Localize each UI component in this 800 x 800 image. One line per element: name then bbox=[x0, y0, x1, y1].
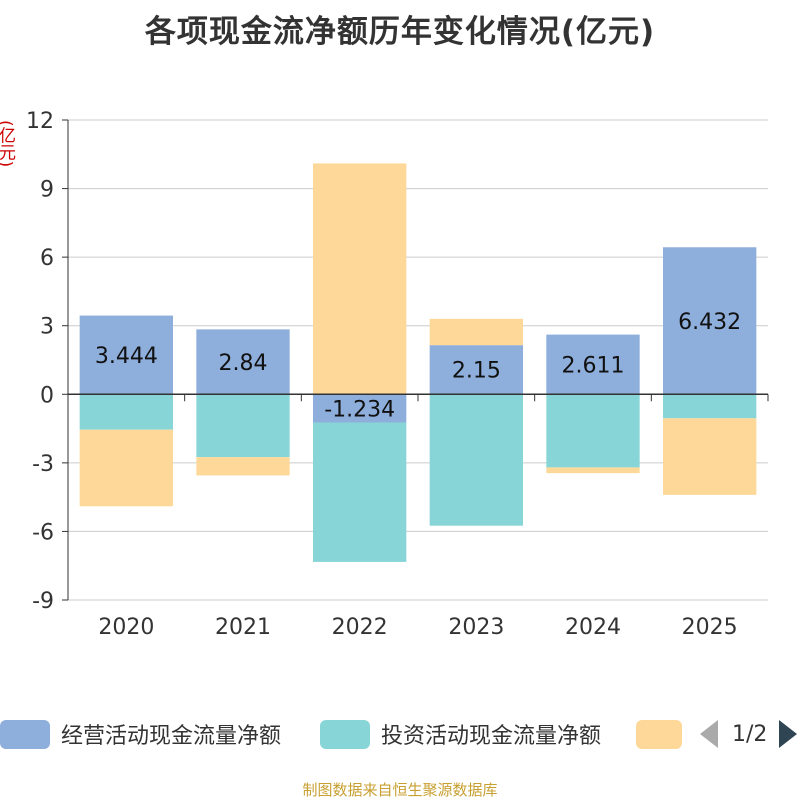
legend-swatch-financing bbox=[636, 719, 682, 749]
legend-item-financing[interactable] bbox=[636, 718, 682, 750]
bar-series0-2025 bbox=[663, 247, 757, 395]
bar-series0-2022 bbox=[313, 394, 407, 423]
legend-swatch-operating bbox=[0, 719, 50, 749]
legend-pager: 1/2 bbox=[700, 718, 798, 750]
y-tick-label: 6 bbox=[40, 246, 54, 271]
bar-series2-2020 bbox=[79, 429, 173, 507]
x-tick-label-2023: 2023 bbox=[448, 615, 504, 640]
bar-series1-2023 bbox=[429, 394, 523, 526]
y-tick-label: 0 bbox=[40, 383, 54, 408]
bar-series0-2020 bbox=[79, 315, 173, 395]
bar-series2-2023 bbox=[429, 318, 523, 346]
legend-item-operating[interactable]: 经营活动现金流量净额 bbox=[0, 718, 281, 750]
legend-label-operating: 经营活动现金流量净额 bbox=[61, 724, 282, 749]
legend-label-investing: 投资活动现金流量净额 bbox=[381, 724, 602, 749]
bar-series1-2025 bbox=[663, 394, 757, 419]
bar-series0-2024 bbox=[546, 334, 640, 395]
legend-prev-page-icon[interactable] bbox=[700, 720, 718, 748]
grid-lines bbox=[68, 119, 768, 601]
bars bbox=[79, 163, 757, 562]
value-labels: 3.444 2.84 -1.234 2.15 2.611 6.432 bbox=[95, 310, 741, 423]
y-axis-unit-label: (亿元) bbox=[0, 120, 15, 168]
bar-series1-2024 bbox=[546, 394, 640, 468]
value-label-2023: 2.15 bbox=[452, 359, 501, 384]
bar-series1-2021 bbox=[196, 394, 290, 458]
chart-title: 各项现金流净额历年变化情况(亿元) bbox=[144, 14, 656, 50]
bar-series2-2021 bbox=[196, 457, 290, 476]
y-tick-label: 9 bbox=[40, 178, 54, 203]
bar-series2-2022 bbox=[313, 163, 407, 395]
bar-series0-2021 bbox=[196, 329, 290, 395]
y-tick-label: -9 bbox=[32, 589, 54, 614]
y-tick-label: 12 bbox=[26, 109, 54, 134]
x-tick-label-2024: 2024 bbox=[565, 615, 621, 640]
bar-series1-2020 bbox=[79, 394, 173, 430]
bar-series1-2022 bbox=[313, 422, 407, 562]
y-tick-label: -3 bbox=[32, 452, 54, 477]
x-tick-label-2021: 2021 bbox=[215, 615, 271, 640]
value-label-2024: 2.611 bbox=[562, 353, 625, 378]
bar-series2-2024 bbox=[546, 467, 640, 474]
axes: 12 9 6 3 0 -3 -6 -9 2020 2021 2022 2023 2024 2025 bbox=[26, 109, 769, 640]
value-label-2025: 6.432 bbox=[678, 310, 741, 335]
source-note: 制图数据来自恒生聚源数据库 bbox=[302, 781, 498, 799]
x-tick-label-2022: 2022 bbox=[332, 615, 388, 640]
bar-series2-2025 bbox=[663, 418, 757, 495]
bar-series0-2023 bbox=[429, 345, 523, 395]
legend-page-indicator: 1/2 bbox=[732, 721, 768, 747]
value-label-2022: -1.234 bbox=[324, 397, 395, 422]
x-tick-label-2025: 2025 bbox=[682, 615, 738, 640]
y-tick-label: -6 bbox=[32, 520, 54, 545]
legend-item-investing[interactable]: 投资活动现金流量净额 bbox=[320, 718, 601, 750]
value-label-2020: 3.444 bbox=[95, 344, 158, 369]
legend-swatch-investing bbox=[320, 719, 370, 749]
value-label-2021: 2.84 bbox=[219, 351, 268, 376]
x-tick-label-2020: 2020 bbox=[98, 615, 154, 640]
y-tick-label: 3 bbox=[40, 315, 54, 340]
legend-next-page-icon[interactable] bbox=[779, 720, 798, 748]
